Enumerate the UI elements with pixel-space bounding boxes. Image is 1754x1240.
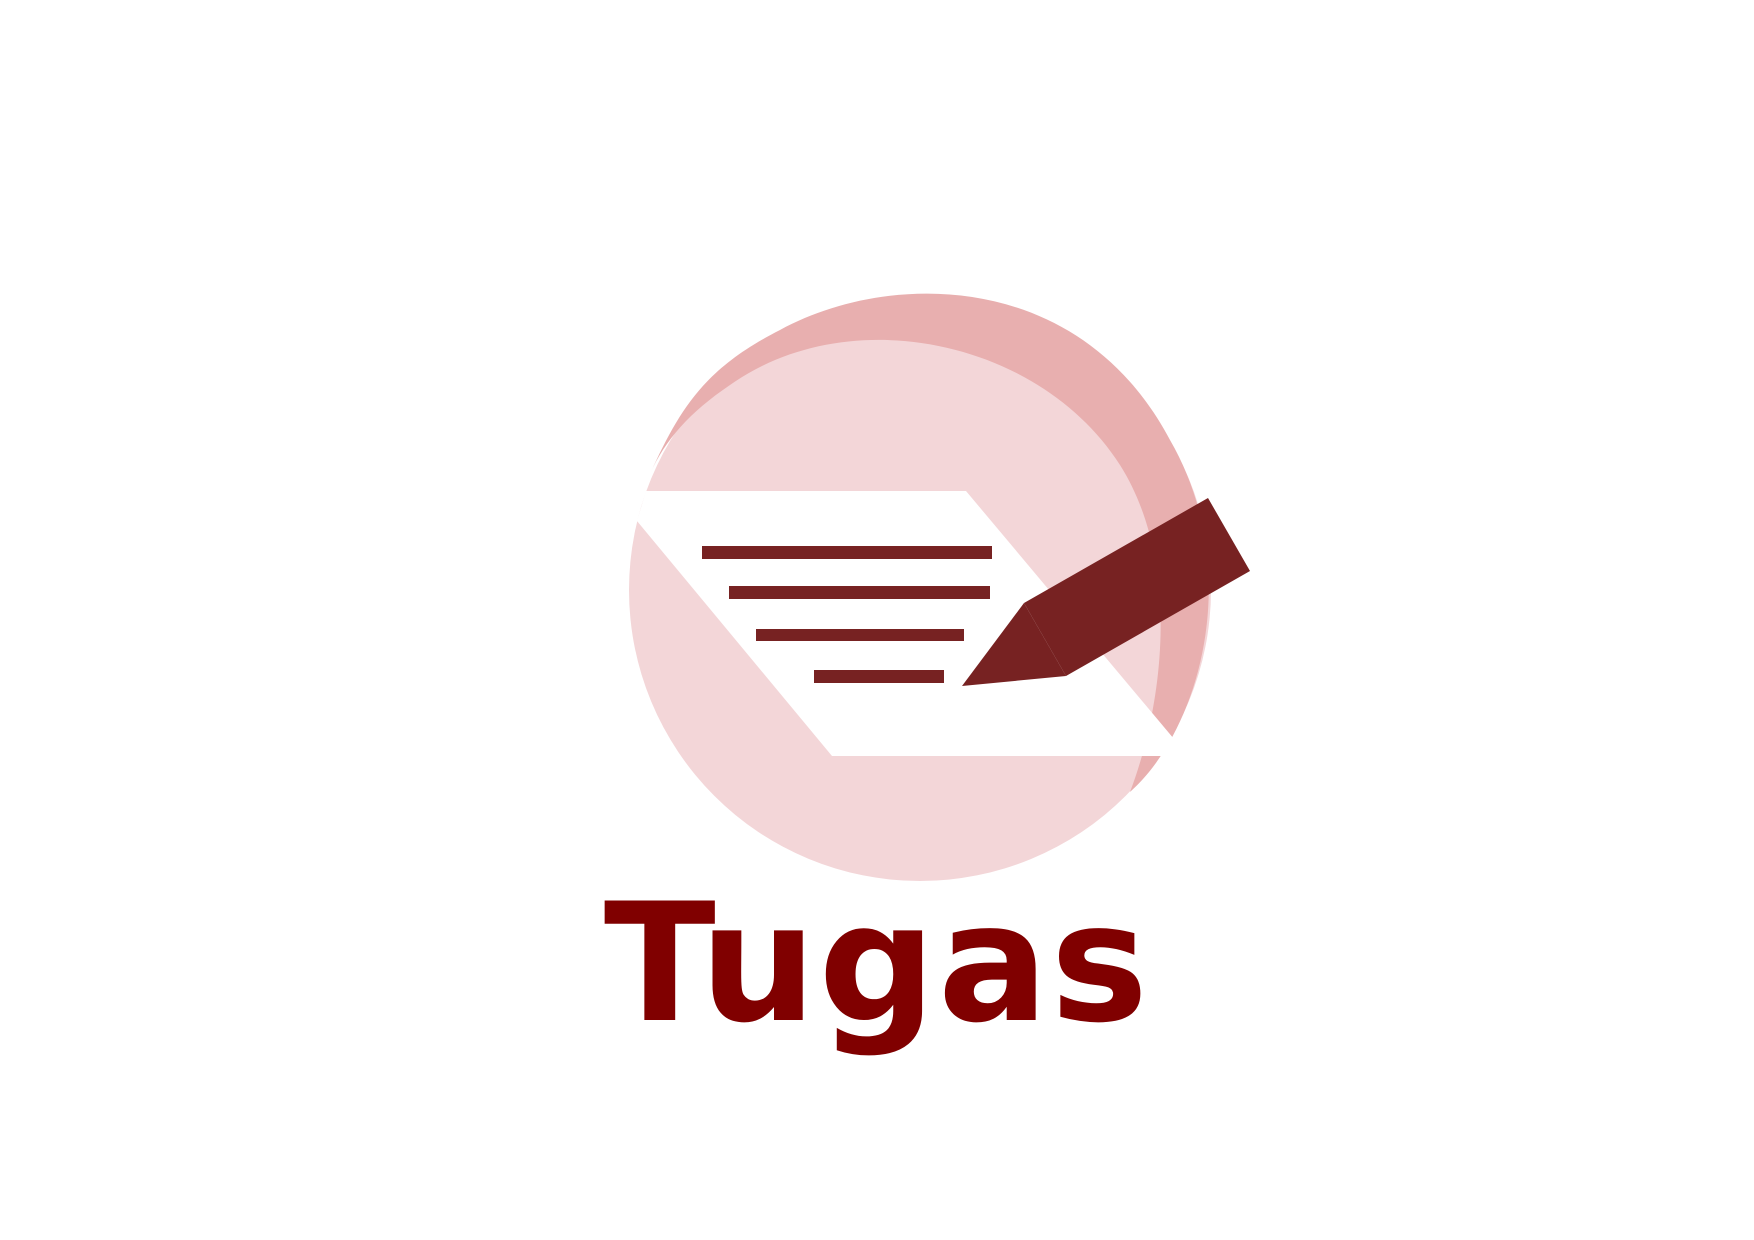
paper-text-line	[729, 586, 990, 599]
paper-text-line	[814, 670, 944, 683]
pencil-tip	[962, 603, 1066, 686]
paper-text-line	[702, 546, 992, 559]
paper-text-line	[756, 629, 964, 641]
logo-title: Tugas	[603, 868, 1151, 1059]
pencil-body	[1024, 498, 1250, 676]
